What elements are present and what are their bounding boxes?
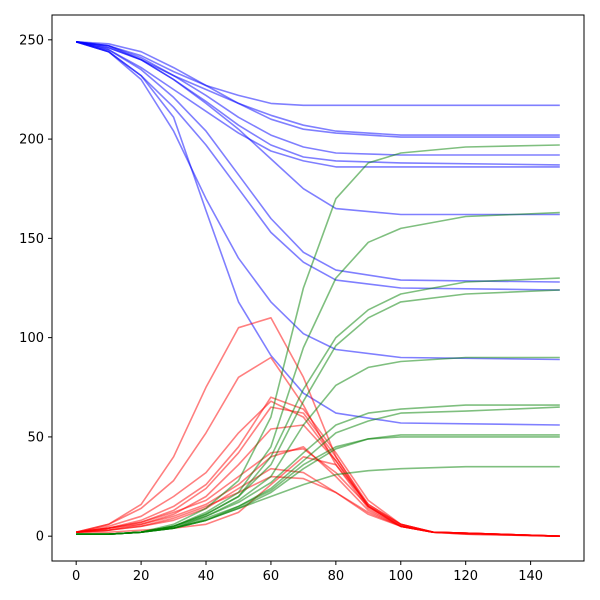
- recovered-line-32: [76, 144, 560, 535]
- recovered-line-28: [76, 356, 560, 535]
- x-tick-label: 120: [453, 569, 478, 584]
- susceptible-line-10: [75, 41, 560, 361]
- susceptible-line-9: [75, 41, 560, 291]
- y-tick-label: 100: [19, 331, 44, 346]
- y-tick-label: 200: [19, 133, 44, 148]
- y-tick-label: 150: [19, 232, 44, 247]
- susceptible-line-4: [76, 41, 560, 156]
- susceptible-line-6: [76, 41, 560, 168]
- susceptible-line-8: [76, 41, 560, 283]
- susceptible-line-1: [76, 41, 560, 107]
- y-tick-label: 0: [36, 530, 44, 545]
- y-tick-label: 250: [19, 33, 44, 48]
- infected-line-14: [76, 475, 560, 537]
- x-tick-label: 140: [518, 569, 543, 584]
- y-tick-label: 50: [27, 430, 44, 445]
- infected-line-21: [76, 356, 560, 537]
- x-tick-label: 20: [133, 569, 150, 584]
- infected-line-19: [76, 396, 560, 537]
- infected-line-22: [76, 317, 560, 537]
- susceptible-line-3: [76, 41, 560, 138]
- x-tick-label: 0: [72, 569, 80, 584]
- y-axis: 0 50 100 150 200 250: [19, 33, 52, 545]
- plot-frame: [51, 14, 585, 562]
- susceptible-line-7: [76, 41, 560, 216]
- infected-line-20: [76, 400, 560, 537]
- x-tick-label: 60: [263, 569, 280, 584]
- x-tick-label: 40: [198, 569, 215, 584]
- series-layer: [75, 41, 560, 537]
- x-tick-label: 80: [328, 569, 345, 584]
- x-axis: 0 20 40 60 80 100 120 140: [72, 561, 543, 584]
- recovered-line-26: [76, 406, 560, 535]
- x-tick-label: 100: [388, 569, 413, 584]
